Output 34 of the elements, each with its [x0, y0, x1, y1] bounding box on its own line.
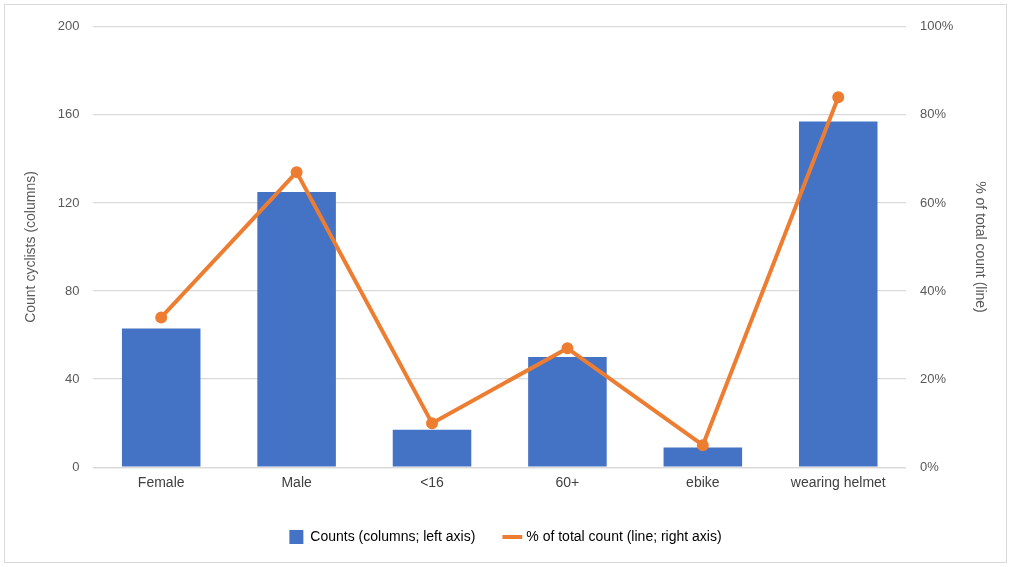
- x-tick-label: wearing helmet: [789, 474, 886, 491]
- point: [832, 91, 845, 104]
- y-tick-label: 200: [57, 18, 80, 34]
- point: [696, 439, 709, 452]
- y-tick-label: 80: [65, 282, 80, 298]
- bar: [663, 447, 743, 467]
- y2-tick-label: 0%: [919, 458, 940, 474]
- x-tick-label: <16: [420, 474, 445, 491]
- y2-axis-title: % of total count (line): [972, 181, 989, 313]
- point: [426, 417, 439, 430]
- legend-label: Counts (columns; left axis): [310, 527, 476, 544]
- y2-tick-label: 40%: [919, 282, 947, 298]
- y-tick-label: 40: [65, 370, 80, 386]
- x-tick-label: Male: [281, 474, 312, 491]
- bar: [392, 429, 472, 467]
- y-tick-label: 0: [72, 458, 80, 474]
- point: [561, 342, 574, 355]
- bar: [257, 191, 336, 467]
- bar: [121, 328, 201, 467]
- x-tick-label: Female: [137, 474, 185, 491]
- y2-tick-label: 80%: [919, 106, 947, 122]
- y2-tick-label: 60%: [919, 194, 947, 210]
- y-tick-label: 120: [57, 194, 80, 210]
- point: [155, 311, 168, 324]
- y-axis-title: Count cyclists (columns): [22, 171, 39, 323]
- legend-label: % of total count (line; right axis): [526, 527, 722, 544]
- y2-tick-label: 20%: [919, 370, 947, 386]
- bar: [528, 357, 607, 467]
- bar: [798, 121, 878, 467]
- x-tick-label: 60+: [555, 474, 580, 491]
- point: [290, 166, 303, 179]
- y-tick-label: 160: [57, 106, 80, 122]
- x-tick-label: ebike: [686, 474, 720, 491]
- y2-tick-label: 100%: [919, 18, 954, 34]
